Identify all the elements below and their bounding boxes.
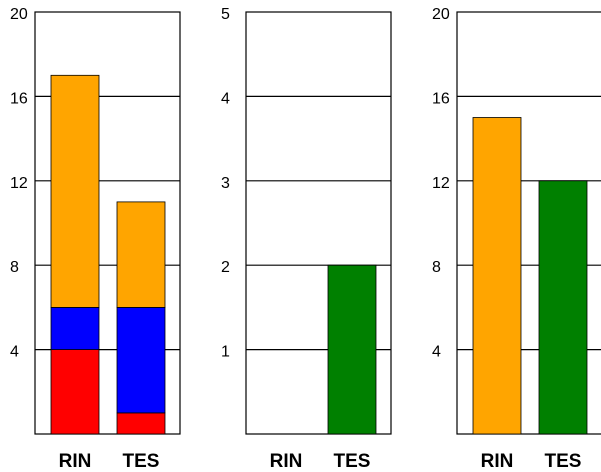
plot-frame-1 <box>34 11 181 435</box>
y-tick-label-1-5: 20 <box>10 6 28 23</box>
y-tick-label-3-2: 8 <box>432 259 441 276</box>
category-label-2-rin: RIN <box>270 451 303 472</box>
y-tick-label-1-4: 16 <box>10 90 28 107</box>
y-tick-label-1-2: 8 <box>10 259 19 276</box>
bar-3-tes-1 <box>538 180 588 435</box>
category-label-1-rin: RIN <box>59 451 92 472</box>
y-tick-label-2-1: 1 <box>221 344 230 361</box>
y-tick-label-3-5: 20 <box>432 6 450 23</box>
y-tick-label-2-2: 2 <box>221 259 230 276</box>
y-tick-label-2-5: 5 <box>221 6 230 23</box>
plot-frame-2 <box>245 11 392 435</box>
y-tick-label-1-3: 12 <box>10 175 28 192</box>
y-tick-label-3-1: 4 <box>432 344 441 361</box>
bar-1-rin-2 <box>50 306 100 350</box>
category-label-3-tes: TES <box>545 451 582 472</box>
y-tick-label-1-1: 4 <box>10 344 19 361</box>
plot-frame-3 <box>456 11 601 435</box>
bar-3-rin-1 <box>472 117 522 435</box>
bar-1-rin-1 <box>50 349 100 435</box>
bar-1-tes-1 <box>116 412 166 435</box>
y-tick-label-3-4: 16 <box>432 90 450 107</box>
bar-1-rin-3 <box>50 74 100 308</box>
y-tick-label-2-3: 3 <box>221 175 230 192</box>
category-label-3-rin: RIN <box>481 451 514 472</box>
y-tick-label-2-4: 4 <box>221 90 230 107</box>
category-label-1-tes: TES <box>123 451 160 472</box>
y-tick-label-3-3: 12 <box>432 175 450 192</box>
category-label-2-tes: TES <box>334 451 371 472</box>
bar-1-tes-2 <box>116 306 166 414</box>
bar-2-tes-1 <box>327 264 377 435</box>
bar-1-tes-3 <box>116 201 166 308</box>
